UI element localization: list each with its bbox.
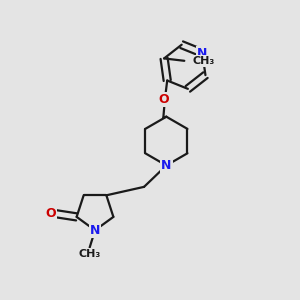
Text: CH₃: CH₃: [79, 249, 101, 259]
Text: O: O: [158, 93, 169, 106]
Text: N: N: [90, 224, 100, 237]
Text: O: O: [46, 207, 56, 220]
Text: CH₃: CH₃: [193, 56, 215, 66]
Text: N: N: [161, 159, 172, 172]
Text: N: N: [197, 46, 208, 60]
